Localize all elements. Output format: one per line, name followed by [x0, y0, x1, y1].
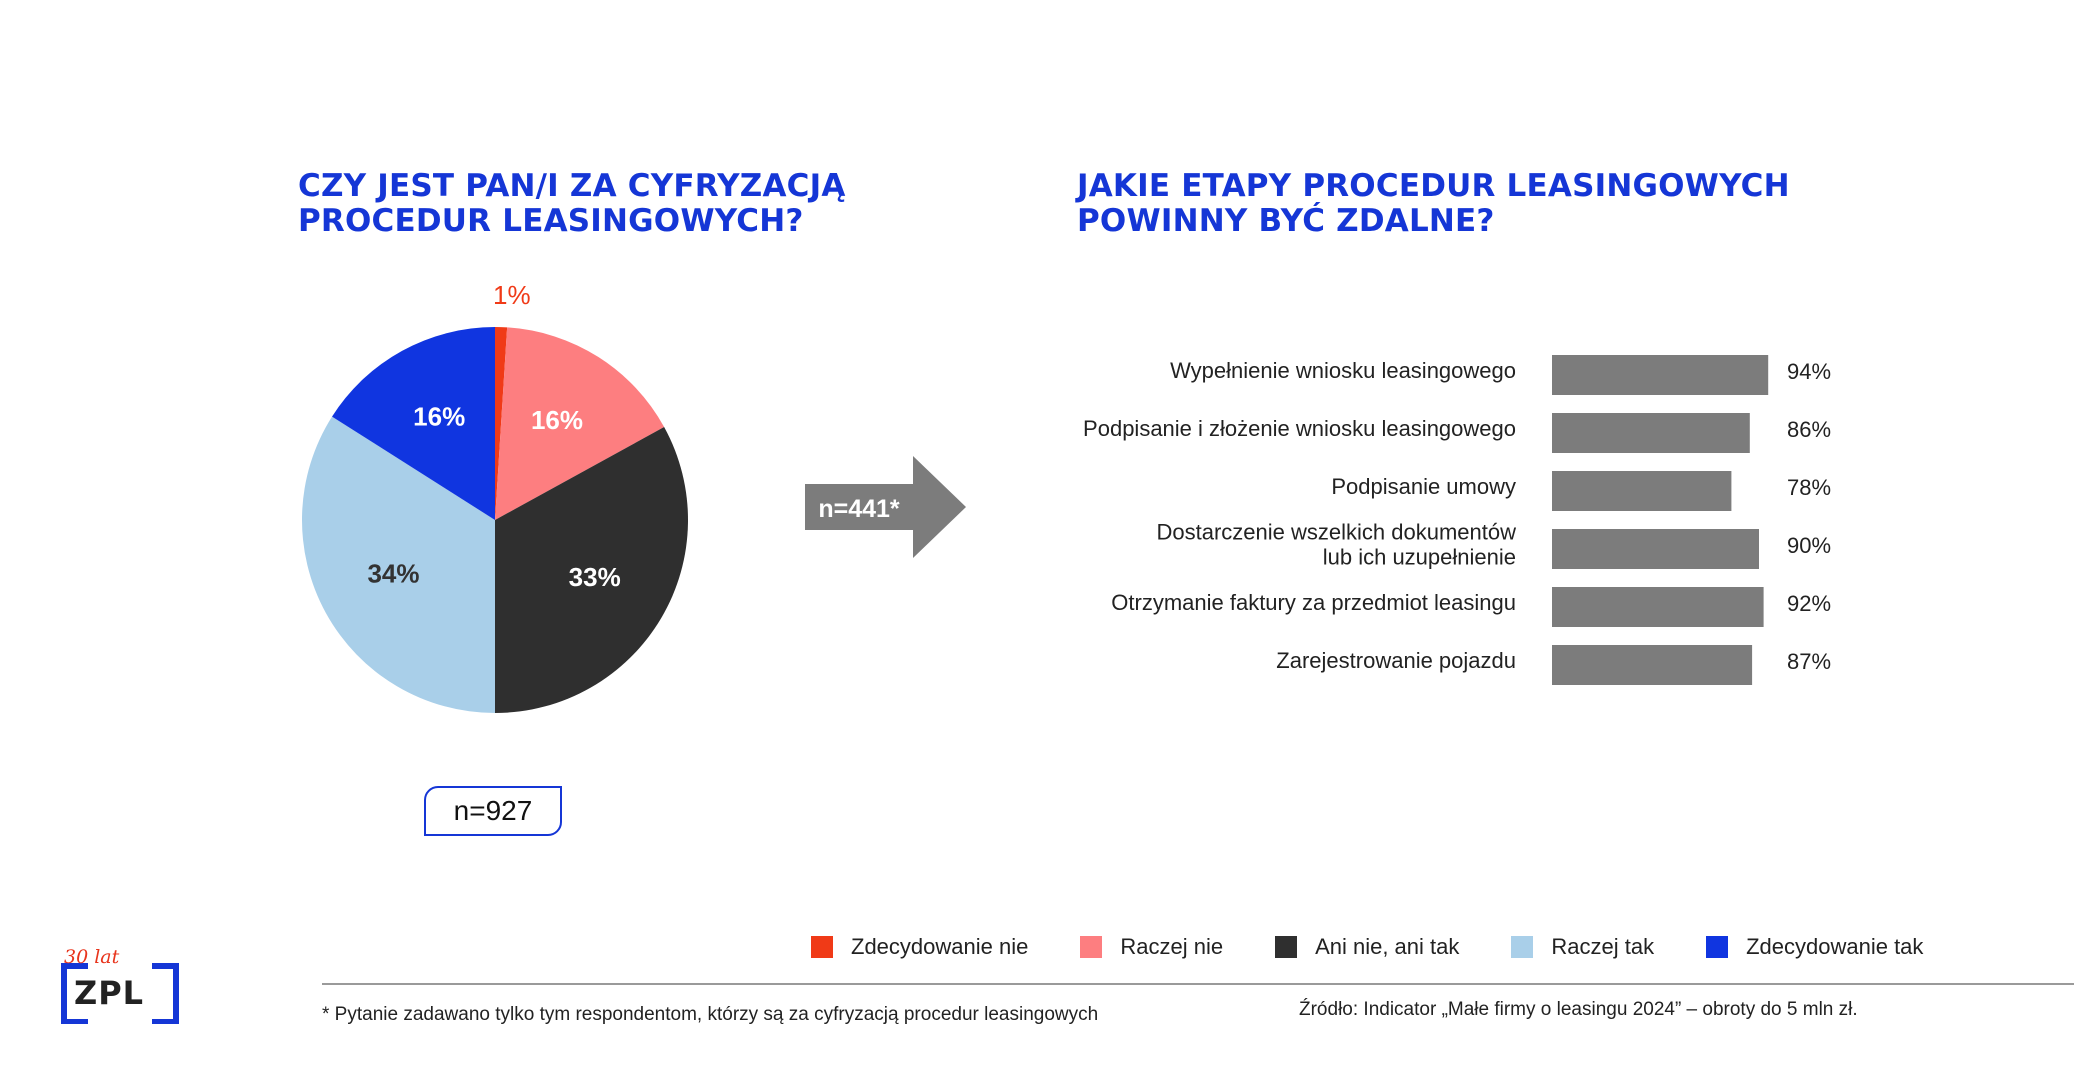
pie-chart-title: CZY JEST PAN/I ZA CYFRYZACJĄ PROCEDUR LE… — [298, 169, 846, 239]
legend-label: Zdecydowanie tak — [1746, 934, 1924, 959]
bar-value-label: 86% — [1787, 417, 1831, 442]
pie-slice-label: 16% — [531, 405, 583, 435]
logo-frame-icon — [61, 963, 179, 1024]
legend-swatch — [1511, 936, 1534, 958]
pie-slice — [495, 327, 665, 520]
pie-slice-label: 34% — [367, 559, 419, 589]
legend-swatch — [1275, 936, 1298, 958]
legend-item-raczej-tak: Raczej tak — [1511, 934, 1654, 960]
bar — [1552, 529, 1759, 569]
bar-category-label: Podpisanie umowy — [1331, 474, 1516, 499]
pie-slice — [301, 416, 495, 713]
footnote: * Pytanie zadawano tylko tym respondento… — [322, 1004, 1099, 1025]
bar-value-label: 90% — [1787, 533, 1831, 558]
pie-slice-label: 1% — [493, 280, 531, 310]
bar-category-label: Dostarczenie wszelkich dokumentów — [1157, 519, 1517, 544]
arrow-icon: n=441* — [805, 456, 966, 558]
bar — [1552, 355, 1769, 395]
pie-chart-title-line-2: PROCEDUR LEASINGOWYCH? — [298, 203, 804, 239]
bar-category-label: lub ich uzupełnienie — [1323, 544, 1516, 569]
pie-sample-size-badge: n=927 — [424, 786, 562, 836]
bar-chart-title-line-2: POWINNY BYĆ ZDALNE? — [1077, 203, 1495, 239]
bar — [1552, 471, 1732, 511]
logo-tagline: 30 lat — [64, 946, 120, 968]
bar-value-label: 92% — [1787, 591, 1831, 616]
bar-category-label: Podpisanie i złożenie wniosku leasingowe… — [1083, 416, 1516, 441]
bar — [1552, 587, 1764, 627]
legend-swatch — [811, 936, 833, 958]
legend: Zdecydowanie nie Raczej nie Ani nie, ani… — [811, 934, 1923, 960]
legend-item-zdecydowanie-nie: Zdecydowanie nie — [811, 934, 1028, 960]
bar-chart: 94% Wypełnienie wniosku leasingowego 86% Po… — [1083, 355, 1831, 685]
bar-category-label: Wypełnienie wniosku leasingowego — [1170, 358, 1516, 383]
logo-text: ZPL — [74, 974, 145, 1012]
legend-swatch — [1706, 936, 1729, 958]
pie-slice — [495, 327, 508, 520]
legend-item-ani-nie-ani-tak: Ani nie, ani tak — [1275, 934, 1459, 960]
legend-label: Raczej nie — [1120, 934, 1224, 959]
legend-item-raczej-nie: Raczej nie — [1080, 934, 1223, 960]
pie-slice — [495, 427, 689, 713]
legend-label: Zdecydowanie nie — [851, 934, 1029, 959]
legend-swatch — [1080, 936, 1103, 958]
arrow-sample-size-label: n=441* — [818, 495, 900, 523]
pie-slice-label: 16% — [413, 401, 465, 431]
footer-divider — [322, 983, 2074, 985]
arrow-shape — [805, 456, 966, 558]
pie-sample-size-label: n=927 — [453, 795, 533, 826]
bar-category-label: Zarejestrowanie pojazdu — [1276, 648, 1516, 673]
bar — [1552, 413, 1750, 453]
bar-value-label: 78% — [1787, 475, 1831, 500]
pie-chart: 1% 16% 33% 34% 16% — [301, 280, 689, 713]
pie-slice-label: 33% — [569, 562, 621, 592]
bar-chart-title-line-1: JAKIE ETAPY PROCEDUR LEASINGOWYCH — [1077, 168, 1790, 204]
bar — [1552, 645, 1753, 685]
legend-label: Raczej tak — [1551, 934, 1655, 959]
bar-chart-title: JAKIE ETAPY PROCEDUR LEASINGOWYCH POWINN… — [1077, 169, 1790, 239]
bar-category-label: Otrzymanie faktury za przedmiot leasingu — [1111, 590, 1516, 615]
zpl-logo: 30 lat ZPL — [56, 946, 184, 1028]
bar-value-label: 94% — [1787, 359, 1831, 384]
source-note: Źródło: Indicator „Małe firmy o leasingu… — [1299, 999, 1858, 1020]
bar-value-label: 87% — [1787, 649, 1831, 674]
pie-slice — [332, 327, 495, 520]
pie-chart-title-line-1: CZY JEST PAN/I ZA CYFRYZACJĄ — [298, 168, 846, 204]
legend-label: Ani nie, ani tak — [1315, 934, 1460, 959]
legend-item-zdecydowanie-tak: Zdecydowanie tak — [1706, 934, 1923, 960]
